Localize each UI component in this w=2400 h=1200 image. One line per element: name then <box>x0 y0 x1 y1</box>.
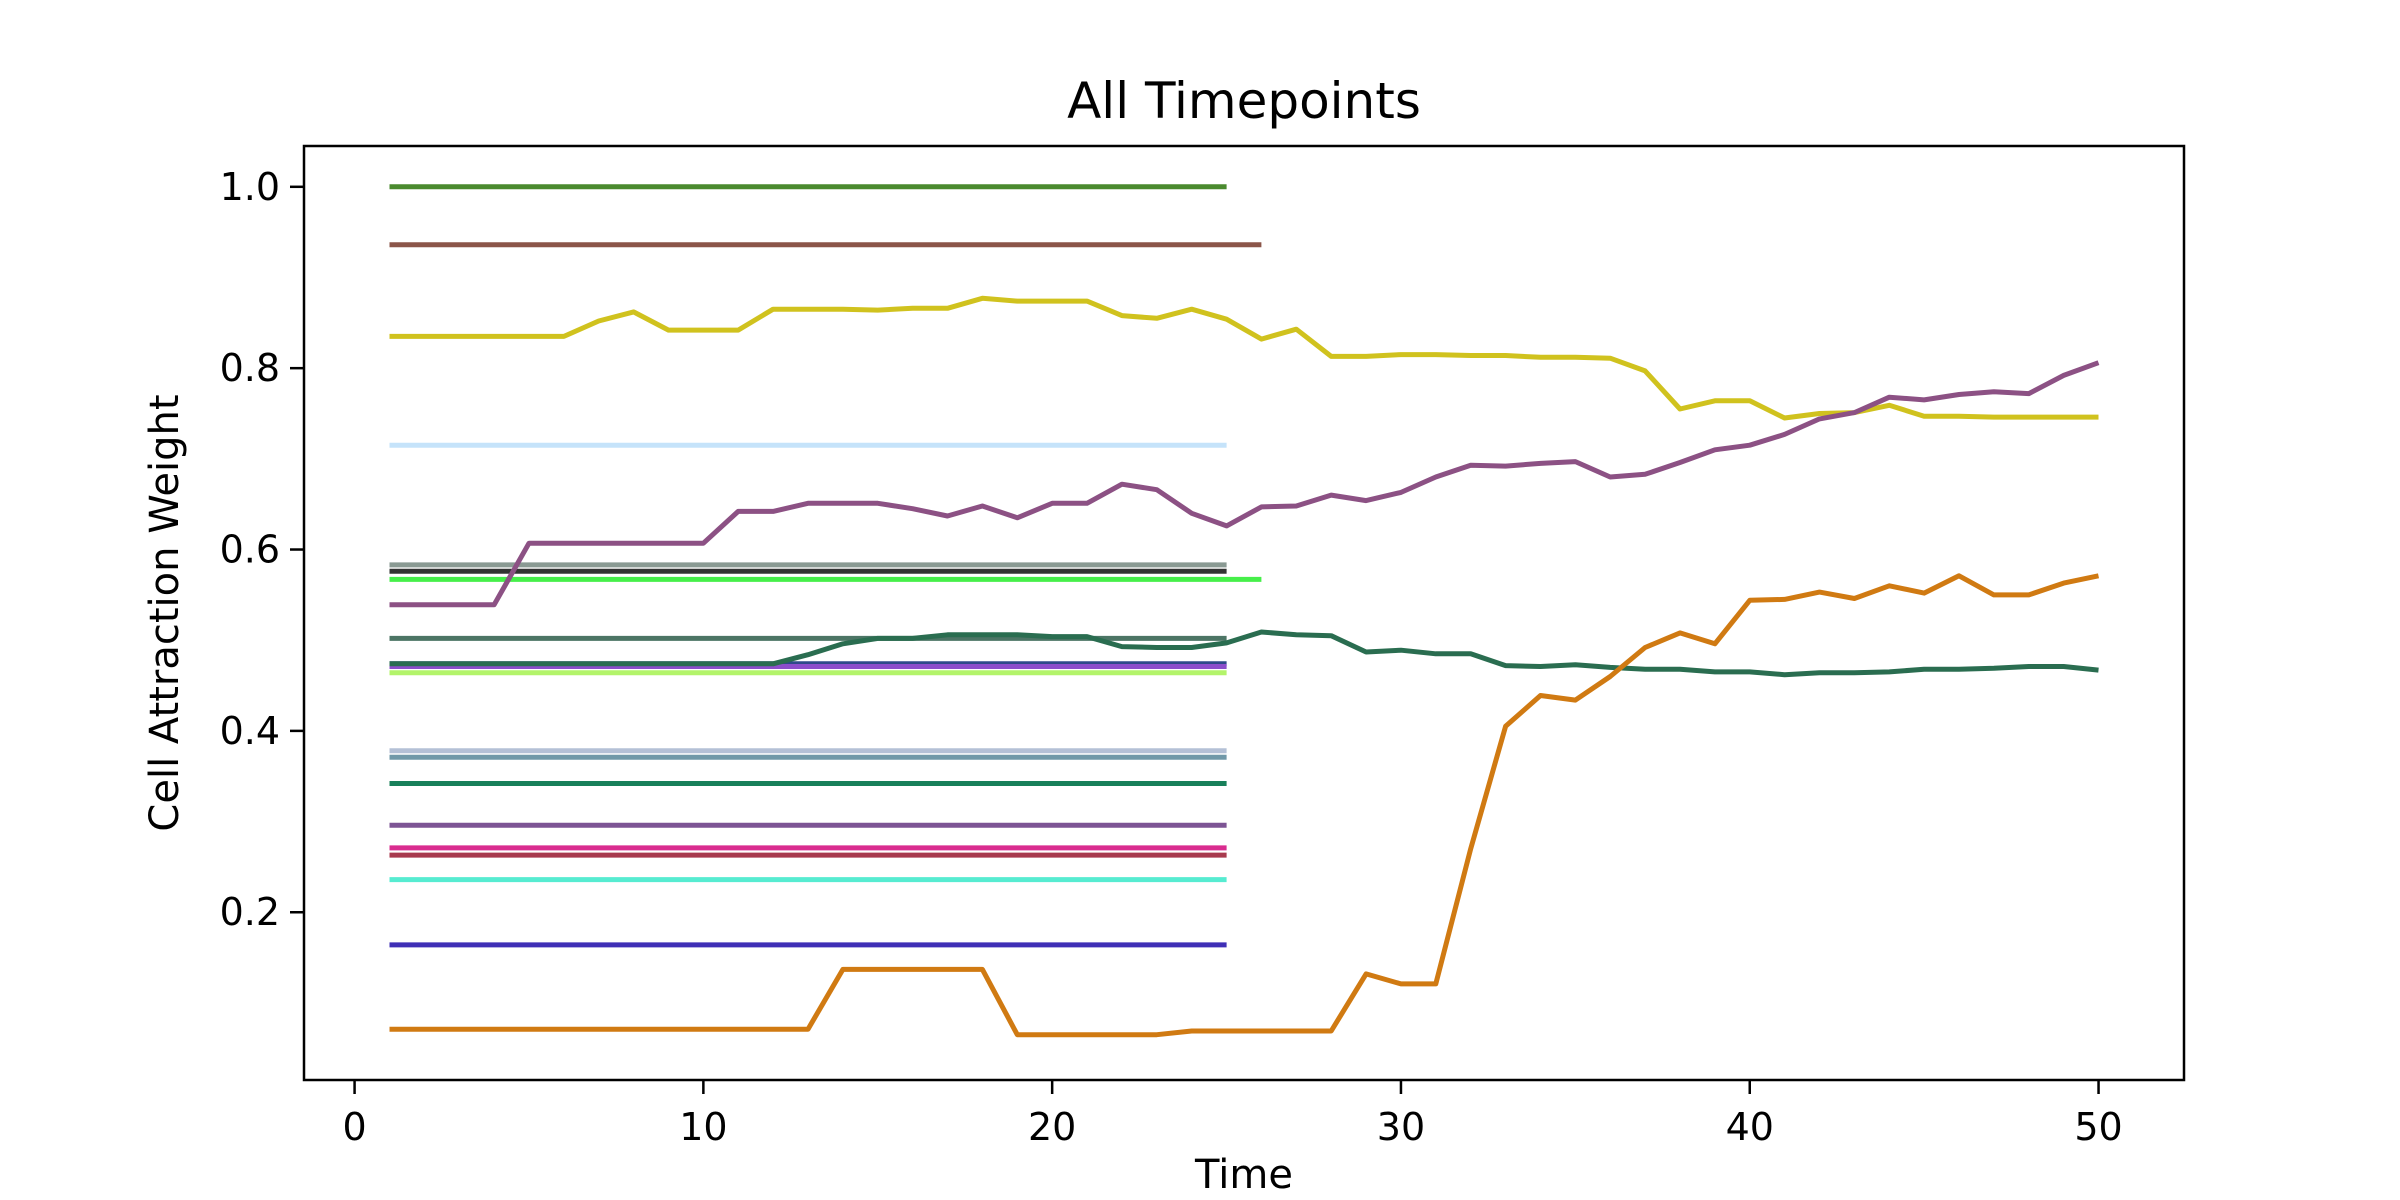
y-tick-label: 0.2 <box>220 890 280 934</box>
y-tick-label: 0.6 <box>220 528 280 572</box>
series-line-20 <box>389 360 2100 608</box>
x-axis-label: Time <box>1194 1152 1293 1198</box>
chart-title: All Timepoints <box>1067 72 1421 130</box>
y-tick-label: 0.4 <box>220 709 280 753</box>
series-line-21 <box>389 629 2099 678</box>
y-tick-label: 0.8 <box>220 346 280 390</box>
y-axis-label: Cell Attraction Weight <box>142 394 188 831</box>
y-tick-label: 1.0 <box>220 165 280 209</box>
x-tick-label: 40 <box>1726 1105 1774 1149</box>
y-axis: 0.2 0.4 0.6 0.8 1.0 <box>220 165 304 934</box>
x-tick-label: 10 <box>679 1105 727 1149</box>
x-tick-label: 30 <box>1377 1105 1425 1149</box>
x-tick-label: 50 <box>2074 1105 2122 1149</box>
series-layer <box>389 184 2100 1038</box>
x-tick-label: 20 <box>1028 1105 1076 1149</box>
x-tick-label: 0 <box>342 1105 366 1149</box>
series-line-19 <box>389 295 2099 421</box>
plot-frame <box>302 144 2186 1082</box>
x-axis: 0 10 20 30 40 50 <box>342 1080 2123 1149</box>
series-line-22 <box>389 573 2100 1038</box>
